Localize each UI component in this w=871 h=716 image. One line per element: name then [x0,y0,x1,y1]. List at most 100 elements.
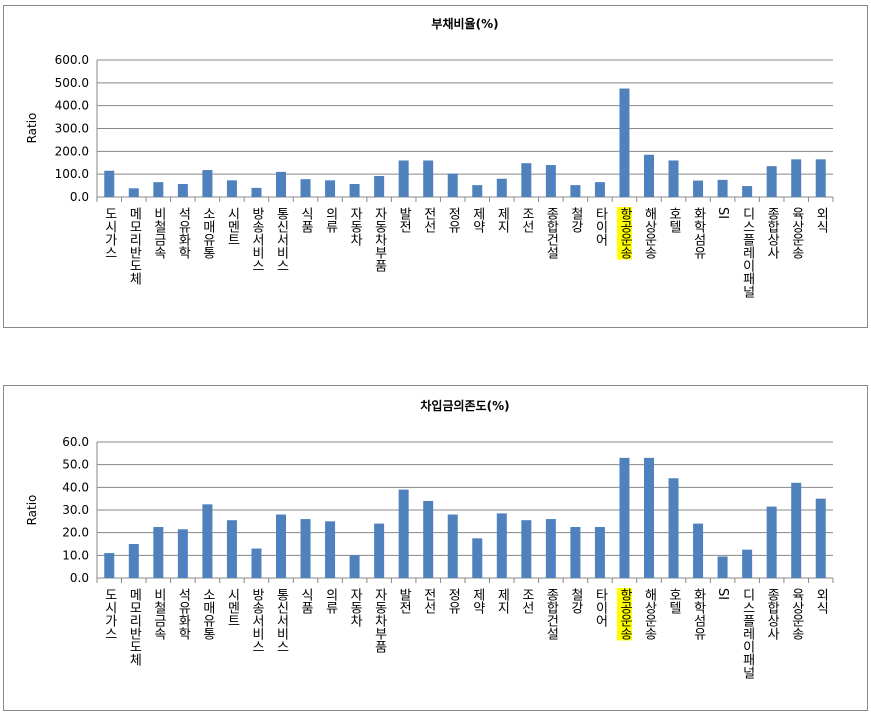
label-highlight [616,588,632,641]
x-tick-label: 조선 [519,207,534,233]
bar [717,179,728,197]
y-tick-label: 300.0 [55,122,89,136]
x-tick-label: 철강 [568,588,583,614]
x-tick-label: 시멘트 [224,207,239,246]
chart-frame [3,385,868,711]
x-tick-label: 디스플레이패널 [740,588,755,679]
x-tick-label: 제약 [470,588,485,614]
x-tick-label: 시멘트 [224,588,239,627]
bar [423,160,434,197]
x-tick-label: 종합상사 [764,588,779,640]
bar [693,523,704,578]
x-tick-label: 식품 [298,588,313,614]
x-tick-label: 육상운송 [789,207,804,259]
chart-title: 부채비율(%) [431,16,498,31]
x-tick-label: 자동차부품 [372,588,387,653]
x-tick-label: 종합상사 [764,207,779,259]
bar [177,529,188,578]
x-tick-label: 방송서비스 [249,207,264,272]
x-tick-label: 의류 [323,207,338,233]
x-tick-label: 통신서비스 [274,588,289,653]
bar [496,513,507,578]
chart-title: 차입금의존도(%) [420,398,509,413]
x-tick-label: 정유 [445,588,460,614]
bar [815,498,826,578]
x-tick-label: 자동차 [347,588,362,627]
bar [398,489,409,578]
bar [791,482,802,578]
bar [251,548,262,578]
x-tick-label: 자동차부품 [372,207,387,272]
x-tick-label: 조선 [519,588,534,614]
bar [472,185,483,197]
y-tick-label: 0.0 [70,190,89,204]
y-tick-label: 30.0 [62,503,89,517]
x-tick-label: 방송서비스 [249,588,264,653]
x-tick-label: 디스플레이패널 [740,207,755,298]
x-tick-label: 식품 [298,207,313,233]
chart-frame [3,5,868,328]
x-tick-label: 제지 [494,588,509,614]
x-tick-label: 외식 [813,588,828,614]
x-tick-label: 비철금속 [151,207,166,259]
bar [496,178,507,197]
bar [472,538,483,578]
x-tick-label: 전선 [421,588,436,614]
bar [153,527,164,578]
x-tick-label: 통신서비스 [274,207,289,272]
y-tick-label: 50.0 [62,458,89,472]
bar [423,500,434,578]
x-tick-label: 외식 [813,207,828,233]
x-tick-label: 발전 [396,588,411,614]
x-tick-label: 의류 [323,588,338,614]
y-tick-label: 20.0 [62,526,89,540]
bar [545,519,556,578]
bar [644,457,654,578]
x-tick-label: 제약 [470,207,485,233]
bar [742,549,753,578]
x-tick-label: 타이어 [592,207,607,246]
bar [742,186,753,197]
y-tick-label: 10.0 [62,548,89,562]
x-tick-label: SI [715,207,730,219]
x-tick-label: 항공운송 [617,207,632,259]
x-tick-label: 소매유통 [200,588,215,640]
x-tick-label: 철강 [568,207,583,233]
bar [276,514,286,578]
bar [104,553,115,578]
y-axis-label: Ratio [25,113,39,144]
bar [398,160,409,197]
x-tick-label: 메모리반도체 [126,207,141,285]
bar [594,527,605,578]
x-tick-label: 발전 [396,207,411,233]
x-tick-label: 석유화학 [175,588,190,640]
x-tick-label: 호텔 [666,207,681,233]
bar [300,179,311,197]
bar [128,544,139,578]
bar [619,88,630,197]
x-tick-label: 호텔 [666,588,681,614]
x-tick-label: 화학섬유 [691,588,706,640]
bar [325,521,336,578]
bar [644,154,654,197]
bar [570,527,581,578]
bar [521,163,532,197]
x-tick-label: 육상운송 [789,588,804,640]
bar [300,519,311,578]
bar [766,506,777,578]
x-tick-label: 도시가스 [102,588,117,640]
y-tick-label: 60.0 [62,435,89,449]
bar [374,523,385,578]
x-tick-label: 정유 [445,207,460,233]
x-tick-label: 도시가스 [102,207,117,259]
bar [128,188,139,197]
bar [325,180,336,197]
bar [717,556,728,578]
y-tick-label: 40.0 [62,480,89,494]
bar [570,185,581,197]
bar [815,159,826,197]
bar [202,170,213,197]
bar [349,555,360,578]
bar [177,183,188,197]
bar [104,170,115,197]
